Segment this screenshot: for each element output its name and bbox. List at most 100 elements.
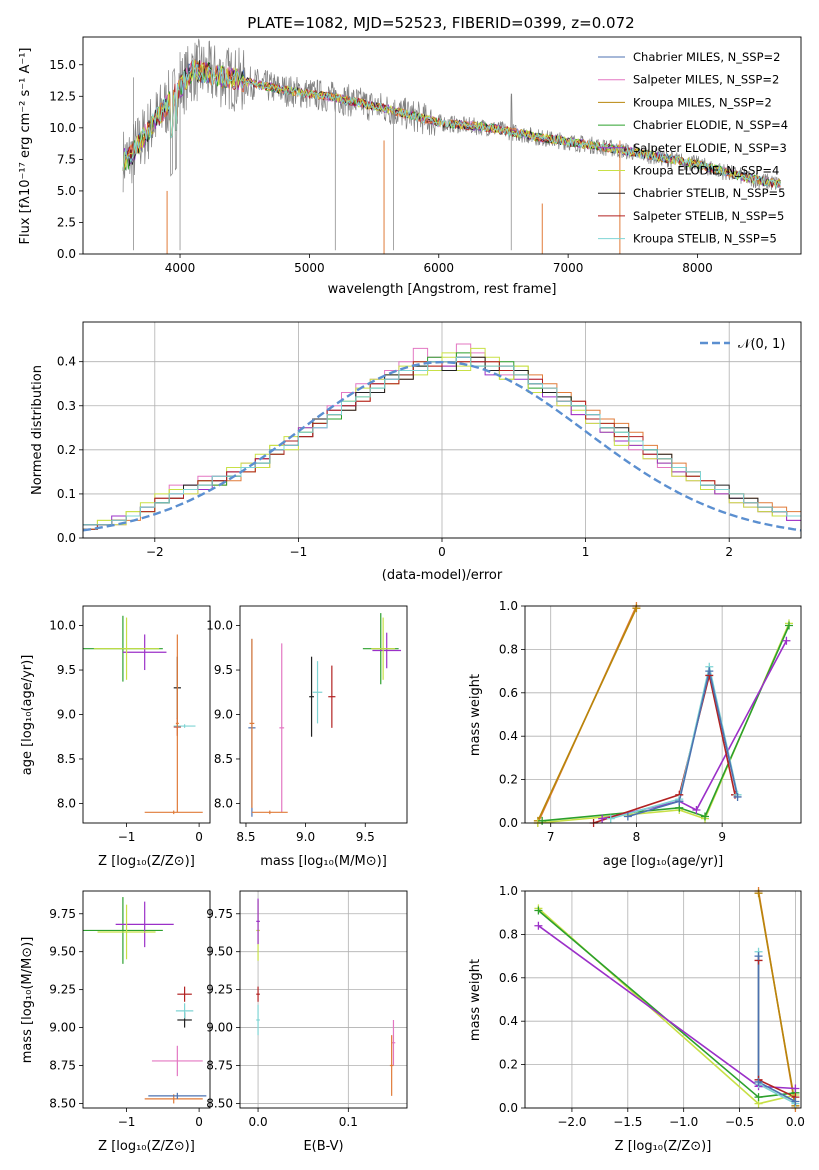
plus-marker xyxy=(754,889,763,898)
mass-weight-line xyxy=(537,909,796,1099)
legend-entry: Chabrier STELIB, N_SSP=5 xyxy=(633,186,785,200)
mass-weight-line xyxy=(537,925,796,1090)
plus-marker xyxy=(785,621,793,630)
plus-marker xyxy=(791,1097,800,1106)
y-tick-label: 0.2 xyxy=(499,1058,518,1072)
y-tick-label: 9.00 xyxy=(206,1021,233,1035)
x-tick-label: −1.0 xyxy=(669,1115,698,1129)
plus-marker xyxy=(705,667,714,676)
y-tick-label: 0.6 xyxy=(499,971,518,985)
mass-weight-line xyxy=(537,623,790,823)
plus-marker xyxy=(632,604,641,613)
x-axis-label: Z [log₁₀(Z/Z⊙)] xyxy=(615,1139,712,1154)
plot-area-3 xyxy=(248,613,402,817)
y-tick-label: 9.75 xyxy=(49,907,76,921)
y-tick-label: 9.5 xyxy=(214,663,233,677)
x-tick-label: 9.0 xyxy=(296,830,315,844)
x-tick-label: 9.5 xyxy=(356,830,375,844)
mass-weight-line xyxy=(627,670,739,818)
y-tick-label: 0.4 xyxy=(499,729,518,743)
x-tick-label: 0.1 xyxy=(339,1115,358,1129)
y-axis-label: Flux [fλ10⁻¹⁷ erg cm⁻² s⁻¹ A⁻¹] xyxy=(18,48,33,245)
legend-entry: Chabrier MILES, N_SSP=2 xyxy=(633,50,780,64)
y-tick-label: 0.0 xyxy=(499,1101,518,1115)
y-tick-label: 8.0 xyxy=(57,796,76,810)
y-tick-label: 9.25 xyxy=(206,983,233,997)
x-tick-label: 0.0 xyxy=(249,1115,268,1129)
x-tick-label: −0.5 xyxy=(725,1115,754,1129)
plus-marker xyxy=(754,952,763,961)
y-axis-label: mass weight xyxy=(468,674,483,756)
y-tick-label: 8.5 xyxy=(57,752,76,766)
y-tick-label: 10.0 xyxy=(49,619,76,633)
y-tick-label: 1.0 xyxy=(499,599,518,613)
y-tick-label: 0.1 xyxy=(57,487,76,501)
y-tick-label: 0.0 xyxy=(57,531,76,545)
x-tick-label: 8000 xyxy=(682,261,713,275)
y-tick-label: 2.5 xyxy=(57,215,76,229)
plus-marker xyxy=(754,1093,763,1102)
x-tick-label: 0 xyxy=(438,545,446,559)
y-tick-label: 0.2 xyxy=(499,773,518,787)
mass-weight-line xyxy=(537,607,638,822)
plot-area-5 xyxy=(83,897,207,1104)
plus-marker xyxy=(701,812,709,821)
legend-entry: Kroupa STELIB, N_SSP=5 xyxy=(633,232,777,246)
y-tick-label: 0.8 xyxy=(499,927,518,941)
y-tick-label: 10.0 xyxy=(206,619,233,633)
y-tick-label: 8.0 xyxy=(214,796,233,810)
y-tick-label: 15.0 xyxy=(49,58,76,72)
y-tick-label: 8.75 xyxy=(206,1059,233,1073)
plus-marker xyxy=(534,906,543,915)
y-tick-label: 9.50 xyxy=(206,945,233,959)
plot-area-1 xyxy=(83,343,801,532)
mass-weight-line xyxy=(757,893,797,1106)
legend-entry: Kroupa ELODIE, N_SSP=4 xyxy=(633,164,779,178)
plot-area-7 xyxy=(537,891,797,1108)
y-tick-label: 8.75 xyxy=(49,1059,76,1073)
plot-area-2 xyxy=(83,615,203,815)
axes-frame xyxy=(82,890,211,1109)
axes-frame xyxy=(524,605,802,824)
x-tick-label: 7000 xyxy=(553,261,584,275)
y-tick-label: 7.5 xyxy=(57,152,76,166)
model-spectrum xyxy=(122,59,781,189)
axes-frame xyxy=(82,36,802,255)
x-tick-label: 8.5 xyxy=(236,830,255,844)
y-tick-label: 5.0 xyxy=(57,184,76,198)
x-axis-label: wavelength [Angstrom, rest frame] xyxy=(328,282,557,297)
y-axis-label: mass [log₁₀(M/M⊙)] xyxy=(20,937,35,1064)
x-axis-label: mass [log₁₀(M/M⊙)] xyxy=(260,854,387,869)
y-axis-label: age [log₁₀(age/yr)] xyxy=(20,655,35,776)
legend-entry: 𝒩(0, 1) xyxy=(738,337,785,352)
plus-marker xyxy=(791,1084,800,1093)
mass-weight-line xyxy=(542,625,790,822)
x-tick-label: −1.5 xyxy=(613,1115,642,1129)
x-tick-label: 5000 xyxy=(294,261,325,275)
model-spectrum xyxy=(122,59,781,190)
x-axis-label: (data-model)/error xyxy=(382,568,503,583)
x-tick-label: 1 xyxy=(582,545,590,559)
axes-frame xyxy=(82,321,802,539)
y-tick-label: 1.0 xyxy=(499,884,518,898)
plus-marker xyxy=(754,1077,763,1086)
x-tick-label: 7 xyxy=(547,830,555,844)
y-tick-label: 0.8 xyxy=(499,642,518,656)
axes-frame xyxy=(239,890,408,1109)
axes-frame xyxy=(239,605,408,824)
y-axis-label: mass weight xyxy=(468,959,483,1041)
figure-title: PLATE=1082, MJD=52523, FIBERID=0399, z=0… xyxy=(247,14,634,32)
x-tick-label: −2 xyxy=(146,545,164,559)
y-tick-label: 9.25 xyxy=(49,983,76,997)
plus-marker xyxy=(606,814,615,823)
y-tick-label: 8.50 xyxy=(49,1096,76,1110)
x-axis-label: Z [log₁₀(Z/Z⊙)] xyxy=(98,854,195,869)
legend-entry: Salpeter MILES, N_SSP=2 xyxy=(633,73,779,87)
y-tick-label: 9.75 xyxy=(206,907,233,921)
y-tick-label: 10.0 xyxy=(49,121,76,135)
plus-marker xyxy=(534,921,543,930)
y-tick-label: 0.4 xyxy=(499,1014,518,1028)
x-tick-label: −1 xyxy=(290,545,308,559)
x-tick-label: 9 xyxy=(718,830,726,844)
